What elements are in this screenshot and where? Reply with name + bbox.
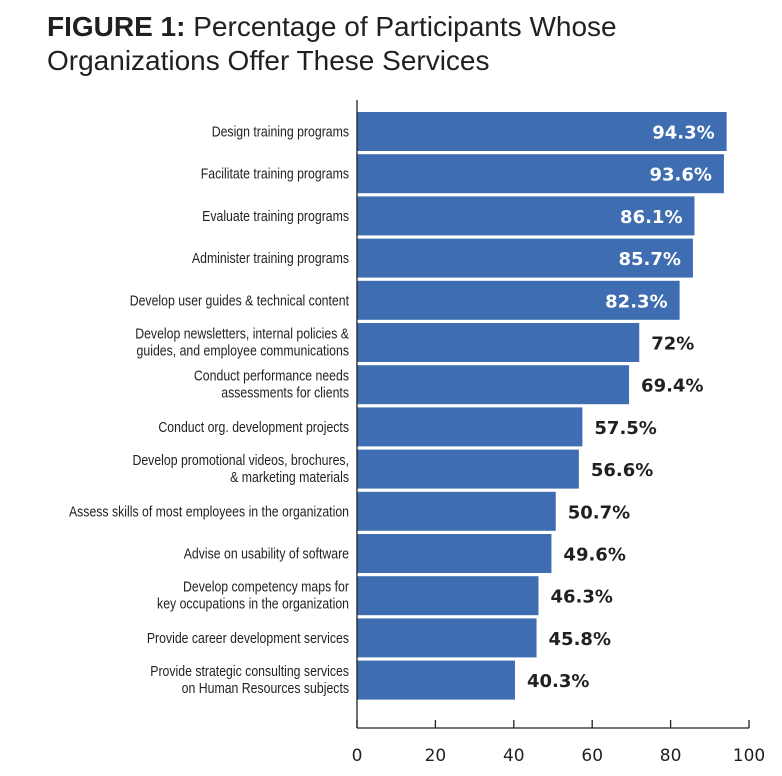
bar [357, 323, 640, 362]
data-label: 72% [651, 334, 694, 355]
category-label: on Human Resources subjects [182, 680, 349, 696]
data-label: 85.7% [618, 249, 680, 270]
x-tick-label: 80 [660, 746, 682, 766]
category-label: & marketing materials [230, 469, 349, 485]
category-label: Develop competency maps for [183, 579, 349, 595]
category-label: Administer training programs [192, 250, 349, 266]
data-label: 86.1% [620, 207, 682, 228]
category-label: Conduct performance needs [194, 368, 349, 384]
category-label: Design training programs [212, 123, 349, 139]
category-label: key occupations in the organization [157, 596, 349, 612]
category-label: Provide career development services [147, 630, 349, 646]
chart-title: FIGURE 1: Percentage of Participants Who… [47, 10, 617, 78]
category-label: Develop promotional videos, brochures, [132, 452, 349, 468]
bar [357, 407, 583, 447]
x-tick-label: 0 [352, 746, 363, 766]
data-label: 56.6% [591, 460, 653, 481]
category-label: Facilitate training programs [201, 166, 349, 182]
data-label: 57.5% [594, 418, 656, 439]
category-label: Develop newsletters, internal policies & [135, 325, 349, 341]
x-tick-label: 40 [503, 746, 525, 766]
category-label: Provide strategic consulting services [150, 663, 349, 679]
bar [357, 534, 552, 573]
x-tick-label: 100 [733, 746, 765, 766]
data-label: 46.3% [550, 587, 612, 608]
data-label: 40.3% [527, 671, 589, 692]
bar [357, 112, 727, 151]
category-label: Evaluate training programs [202, 208, 349, 224]
category-label: Develop user guides & technical content [130, 292, 349, 308]
data-label: 49.6% [563, 545, 625, 566]
category-label: Advise on usability of software [184, 545, 350, 561]
bar [357, 576, 539, 616]
bar [357, 196, 695, 236]
x-tick-label: 20 [425, 746, 447, 766]
bar [357, 280, 680, 320]
data-label: 82.3% [605, 291, 667, 312]
title-line-2: Organizations Offer These Services [47, 45, 490, 76]
category-label: assessments for clients [221, 385, 349, 401]
data-label: 93.6% [649, 165, 711, 186]
category-label: guides, and employee communications [137, 342, 350, 358]
bar [357, 154, 724, 194]
bar [357, 449, 579, 489]
category-label: Assess skills of most employees in the o… [69, 503, 349, 519]
category-label: Conduct org. development projects [158, 419, 349, 435]
bar [357, 491, 556, 531]
bar [357, 238, 693, 278]
data-label: 94.3% [652, 123, 714, 144]
bar [357, 618, 537, 658]
data-label: 69.4% [641, 376, 703, 397]
x-tick-label: 60 [581, 746, 603, 766]
bar [357, 365, 630, 405]
figure-number: FIGURE 1: [47, 11, 186, 42]
data-label: 50.7% [568, 502, 630, 523]
data-label: 45.8% [549, 629, 611, 650]
bar [357, 660, 515, 700]
title-line-1: Percentage of Participants Whose [193, 11, 617, 42]
